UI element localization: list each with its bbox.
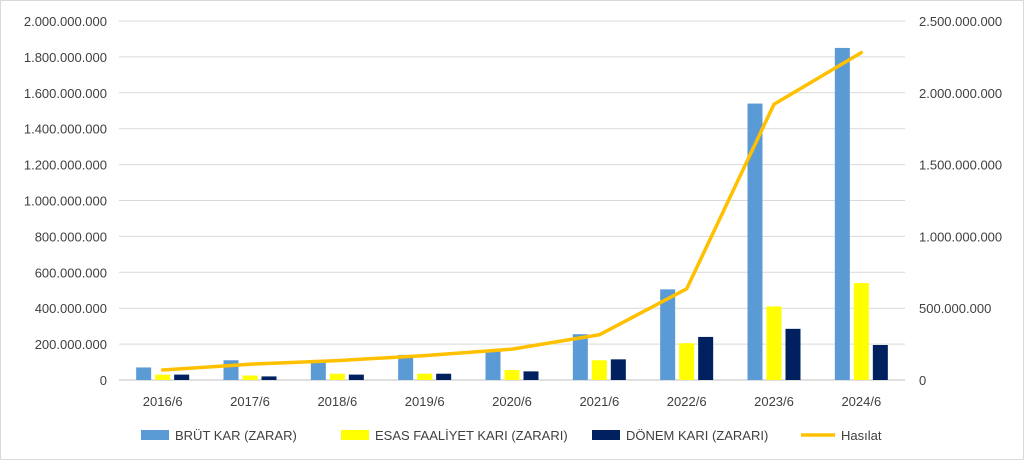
bar (136, 367, 152, 380)
y-right-tick-label: 2.000.000.000 (919, 86, 1002, 101)
bar (348, 374, 364, 380)
x-tick-label: 2020/6 (492, 394, 532, 409)
bar (436, 373, 452, 380)
bar (398, 354, 414, 380)
x-tick-label: 2022/6 (667, 394, 707, 409)
bar (591, 360, 607, 380)
y-left-tick-label: 200.000.000 (35, 337, 107, 352)
legend-swatch (141, 430, 169, 440)
bar (310, 362, 326, 380)
bar (834, 47, 850, 381)
legend-swatch (592, 430, 620, 440)
x-tick-label: 2016/6 (143, 394, 183, 409)
legend-label: BRÜT KAR (ZARAR) (175, 428, 297, 443)
bar (610, 359, 626, 380)
bar (485, 349, 501, 380)
y-right-tick-label: 0 (919, 373, 926, 388)
y-left-tick-label: 400.000.000 (35, 301, 107, 316)
legend-swatch (341, 430, 369, 440)
y-right-tick-label: 500.000.000 (919, 301, 991, 316)
y-left-tick-label: 600.000.000 (35, 265, 107, 280)
bar (660, 289, 676, 380)
y-left-tick-label: 1.000.000.000 (24, 194, 107, 209)
legend-label: ESAS FAALİYET KARI (ZARARI) (375, 428, 568, 443)
x-tick-label: 2018/6 (317, 394, 357, 409)
bar (174, 374, 190, 380)
legend-label: Hasılat (841, 428, 882, 443)
y-left-tick-label: 1.400.000.000 (24, 122, 107, 137)
y-right-tick-label: 1.000.000.000 (919, 229, 1002, 244)
bar (785, 328, 801, 380)
bar (853, 283, 869, 380)
y-left-tick-label: 2.000.000.000 (24, 14, 107, 29)
bar (223, 360, 239, 380)
bar (155, 374, 171, 380)
y-left-tick-label: 800.000.000 (35, 229, 107, 244)
bar (572, 334, 588, 380)
x-tick-label: 2017/6 (230, 394, 270, 409)
x-tick-label: 2021/6 (579, 394, 619, 409)
bar (766, 306, 782, 380)
y-left-tick-label: 1.200.000.000 (24, 158, 107, 173)
bar (261, 376, 277, 380)
line-series-hasilat (160, 50, 864, 372)
x-tick-label: 2023/6 (754, 394, 794, 409)
bar (679, 343, 695, 380)
y-left-tick-label: 1.600.000.000 (24, 86, 107, 101)
x-tick-label: 2019/6 (405, 394, 445, 409)
bar (747, 103, 763, 380)
y-left-tick-label: 1.800.000.000 (24, 50, 107, 65)
bar (872, 344, 888, 380)
x-tick-label: 2024/6 (841, 394, 881, 409)
bar (698, 336, 714, 380)
bar (242, 375, 258, 380)
y-left-tick-label: 0 (100, 373, 107, 388)
legend-label: DÖNEM KARI (ZARARI) (626, 428, 768, 443)
y-right-tick-label: 1.500.000.000 (919, 158, 1002, 173)
bar (523, 371, 539, 380)
y-right-tick-label: 2.500.000.000 (919, 14, 1002, 29)
bar (417, 373, 433, 380)
bar (504, 370, 520, 380)
bar (329, 373, 345, 380)
